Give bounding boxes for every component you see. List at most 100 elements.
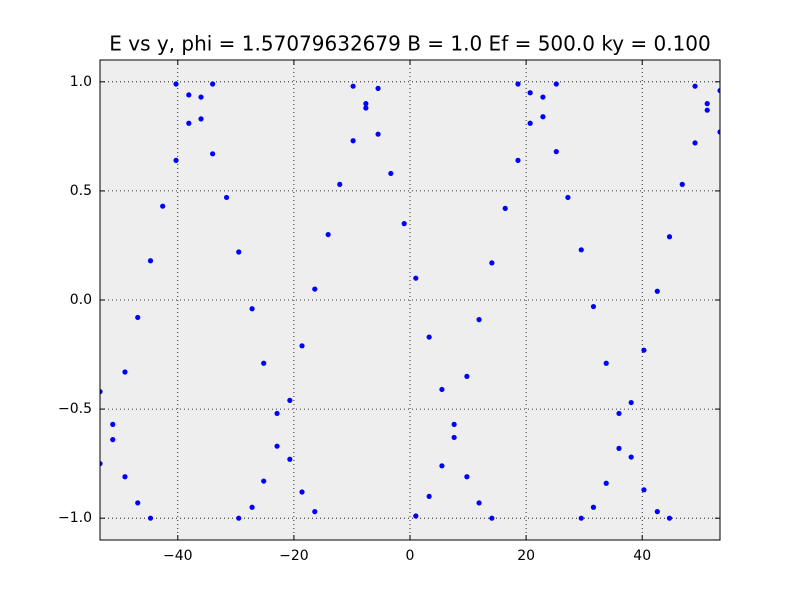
point <box>578 515 584 521</box>
x-tick-label: 0 <box>406 548 415 564</box>
point <box>413 275 419 281</box>
point <box>147 258 154 264</box>
chart-title: E vs y, phi = 1.57079632679 B = 1.0 Ef =… <box>109 32 711 56</box>
x-tick-label: 40 <box>633 548 651 564</box>
point <box>160 203 166 209</box>
point <box>451 421 457 427</box>
point <box>261 360 267 366</box>
point <box>666 234 673 240</box>
point <box>704 107 710 113</box>
y-tick-label: −1.0 <box>58 510 92 526</box>
point <box>110 437 116 443</box>
point <box>553 81 559 87</box>
point <box>312 286 318 292</box>
point <box>426 493 432 499</box>
point <box>616 410 622 417</box>
point <box>628 399 634 406</box>
point <box>287 397 293 403</box>
point <box>363 105 369 111</box>
point <box>236 515 242 521</box>
x-tick-label: −40 <box>163 548 193 564</box>
point <box>173 81 179 87</box>
point <box>110 421 116 427</box>
point <box>489 260 495 266</box>
point <box>249 504 255 510</box>
point <box>527 120 533 126</box>
point <box>100 389 103 395</box>
point <box>426 334 432 340</box>
point <box>350 138 356 144</box>
point <box>476 500 482 506</box>
point <box>439 386 445 393</box>
point <box>287 456 293 462</box>
point <box>210 81 216 87</box>
point <box>413 513 419 519</box>
point <box>274 443 280 449</box>
point <box>692 83 698 89</box>
point <box>135 500 141 506</box>
point <box>590 303 597 310</box>
point <box>679 181 685 187</box>
point <box>464 474 470 480</box>
point <box>578 247 584 253</box>
point <box>299 489 305 495</box>
point <box>717 129 720 135</box>
point <box>274 410 280 417</box>
point <box>299 343 305 349</box>
point <box>654 288 660 294</box>
x-tick-label: −20 <box>279 548 309 564</box>
point <box>616 445 622 451</box>
point <box>666 515 673 521</box>
y-tick-label: −0.5 <box>58 401 92 417</box>
point <box>553 149 559 155</box>
point <box>540 94 546 100</box>
point <box>122 369 128 375</box>
point <box>236 249 242 255</box>
point <box>122 474 128 480</box>
point <box>337 181 343 187</box>
point <box>439 463 445 469</box>
point <box>100 461 103 467</box>
point <box>350 83 356 89</box>
point <box>641 487 647 493</box>
point <box>375 131 381 137</box>
point <box>186 120 192 126</box>
point <box>464 373 470 379</box>
point <box>401 221 407 227</box>
point <box>590 504 597 510</box>
point <box>603 480 609 486</box>
point <box>565 194 571 201</box>
point <box>717 87 720 94</box>
y-tick-label: 0.0 <box>70 292 92 308</box>
point <box>186 92 192 98</box>
point <box>476 317 482 323</box>
point <box>515 81 521 87</box>
point <box>198 116 204 122</box>
point <box>261 478 267 484</box>
point <box>312 509 318 515</box>
point <box>628 454 634 460</box>
point <box>363 101 369 107</box>
point <box>375 85 381 91</box>
point <box>515 157 521 163</box>
point <box>135 314 141 321</box>
point <box>692 140 698 146</box>
point <box>147 515 154 521</box>
point <box>223 194 230 201</box>
point <box>540 114 546 120</box>
point <box>451 434 457 441</box>
point <box>641 347 647 353</box>
point <box>527 90 533 96</box>
point <box>654 509 660 515</box>
point <box>603 360 609 366</box>
point <box>210 151 216 157</box>
point <box>198 94 204 100</box>
point <box>502 205 508 211</box>
y-tick-label: 1.0 <box>70 74 92 90</box>
point <box>173 157 179 163</box>
point <box>704 101 710 107</box>
y-tick-label: 0.5 <box>70 183 92 199</box>
point <box>388 170 394 177</box>
x-tick-label: 20 <box>517 548 535 564</box>
